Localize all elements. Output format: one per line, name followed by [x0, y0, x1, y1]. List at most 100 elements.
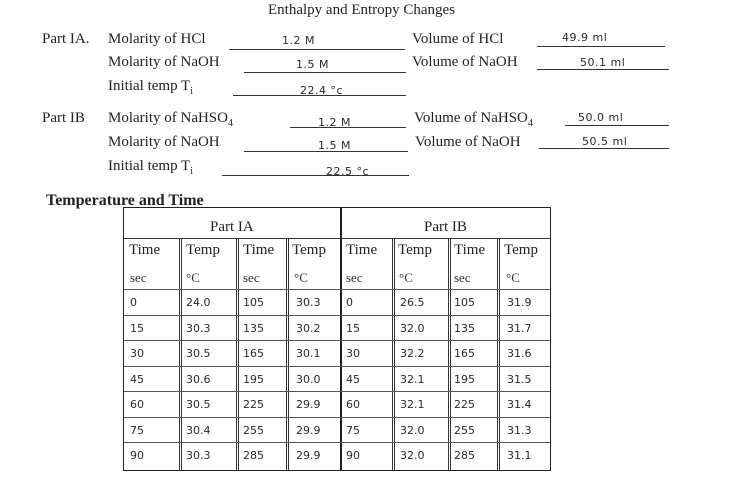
row-divider	[124, 365, 550, 367]
unit-label: sec	[130, 270, 147, 285]
temp-cell: 29.9	[296, 449, 321, 462]
group-header-part-ib: Part IB	[424, 219, 467, 235]
unit-label: sec	[243, 270, 260, 285]
col-header-time: Time	[454, 242, 486, 258]
part-ib-naoh-molarity-label: Molarity of NaOH	[108, 134, 220, 150]
time-cell: 60	[346, 398, 360, 411]
time-cell: 90	[130, 449, 144, 462]
answer-line	[222, 175, 409, 176]
col-header-time: Time	[129, 242, 161, 258]
part-ib-nahso4-molarity-label: Molarity of NaHSO4	[108, 110, 233, 129]
group-header-row	[124, 208, 550, 239]
answer-line	[244, 151, 408, 152]
time-cell: 165	[454, 347, 475, 360]
time-cell: 15	[346, 321, 360, 335]
row-divider	[124, 416, 550, 418]
col-header-time: Time	[346, 242, 378, 258]
part-ia-hcl-molarity-value: 1.2 M	[282, 34, 315, 47]
time-cell: 0	[346, 296, 353, 309]
temp-cell: 30.4	[186, 423, 211, 437]
temp-cell: 30.2	[296, 321, 321, 335]
time-cell: 75	[346, 423, 360, 437]
unit-label: °C	[294, 270, 308, 285]
time-cell: 285	[243, 449, 264, 462]
row-divider	[124, 442, 550, 443]
col-header-temp: Temp	[292, 242, 326, 258]
time-cell: 165	[243, 347, 264, 360]
temp-cell: 30.0	[296, 372, 321, 386]
column-divider	[236, 239, 239, 470]
temp-cell: 31.1	[507, 449, 532, 462]
time-cell: 105	[454, 296, 475, 309]
temp-cell: 30.1	[296, 347, 321, 360]
unit-label: sec	[454, 270, 471, 285]
temp-cell: 31.5	[507, 372, 532, 386]
part-ia-label: Part IA.	[42, 31, 90, 47]
temperature-time-table: Part IA Part IB Time Temp Time Temp Time…	[123, 207, 551, 471]
time-cell: 225	[454, 398, 475, 411]
temp-cell: 29.9	[296, 398, 321, 411]
temp-cell: 31.4	[507, 398, 532, 411]
col-header-time: Time	[243, 242, 275, 258]
part-ia-initial-temp-value: 22.4 °c	[300, 84, 344, 97]
unit-label: sec	[346, 270, 363, 285]
temp-cell: 24.0	[186, 296, 211, 309]
time-cell: 285	[454, 449, 475, 462]
time-cell: 135	[243, 321, 264, 335]
time-cell: 0	[130, 296, 137, 309]
temp-cell: 30.5	[186, 347, 211, 360]
col-header-temp: Temp	[186, 242, 220, 258]
answer-line	[539, 148, 669, 149]
time-cell: 30	[130, 347, 144, 360]
part-ia-hcl-volume-label: Volume of HCl	[412, 31, 504, 47]
temp-cell: 32.2	[400, 347, 425, 360]
time-cell: 60	[130, 398, 144, 411]
column-divider	[448, 239, 451, 470]
answer-line	[537, 46, 665, 47]
col-header-temp: Temp	[398, 242, 432, 258]
row-divider	[124, 340, 550, 341]
temp-cell: 30.5	[186, 398, 211, 411]
time-cell: 30	[346, 347, 360, 360]
part-ib-initial-temp-value: 22.5 °c	[326, 165, 370, 178]
time-cell: 15	[130, 321, 144, 335]
part-ia-initial-temp-label: Initial temp Ti	[108, 78, 193, 97]
part-ia-hcl-volume-value: 49.9 ml	[562, 31, 608, 44]
answer-line	[537, 69, 669, 70]
part-ia-naoh-molarity-value: 1.5 M	[296, 58, 329, 71]
time-cell: 75	[130, 423, 144, 437]
unit-label: °C	[506, 270, 520, 285]
temp-cell: 30.6	[186, 372, 211, 386]
time-cell: 195	[243, 372, 264, 386]
temp-cell: 31.7	[507, 321, 532, 335]
unit-label: °C	[186, 270, 200, 285]
temp-cell: 29.9	[296, 423, 321, 437]
part-ib-label: Part IB	[42, 110, 85, 126]
temp-cell: 32.0	[400, 321, 425, 335]
time-cell: 255	[243, 423, 264, 437]
part-ia-naoh-volume-label: Volume of NaOH	[412, 54, 518, 70]
part-ib-naoh-molarity-value: 1.5 M	[318, 139, 351, 152]
temp-cell: 32.0	[400, 423, 425, 437]
part-ia-naoh-molarity-label: Molarity of NaOH	[108, 54, 220, 70]
part-ib-nahso4-volume-value: 50.0 ml	[578, 111, 624, 124]
part-ia-naoh-volume-value: 50.1 ml	[580, 56, 626, 69]
row-divider	[124, 289, 550, 290]
temp-cell: 31.9	[507, 296, 532, 309]
part-ib-nahso4-volume-label: Volume of NaHSO4	[414, 110, 533, 129]
row-divider	[124, 391, 550, 392]
time-cell: 195	[454, 372, 475, 386]
column-divider	[286, 239, 289, 470]
temp-cell: 31.6	[507, 347, 532, 360]
time-cell: 135	[454, 321, 475, 335]
part-ib-naoh-volume-value: 50.5 ml	[582, 135, 628, 148]
row-divider	[124, 314, 550, 316]
temp-cell: 32.1	[400, 372, 425, 386]
answer-line	[233, 95, 406, 96]
temp-cell: 30.3	[186, 449, 211, 462]
temp-cell: 26.5	[400, 296, 425, 309]
column-divider	[497, 239, 500, 470]
column-divider	[392, 239, 395, 470]
temp-cell: 32.0	[400, 449, 425, 462]
col-header-temp: Temp	[504, 242, 538, 258]
